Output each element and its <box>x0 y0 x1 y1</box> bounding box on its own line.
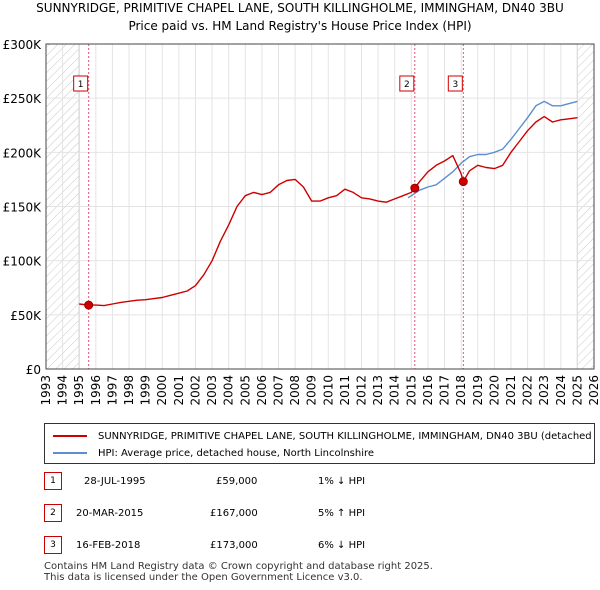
sale-number-badge: 1 <box>44 472 62 490</box>
x-tick-label: 1995 <box>72 375 86 406</box>
y-tick-label: £200K <box>3 146 43 160</box>
x-tick-label: 1994 <box>56 375 70 406</box>
series-line-hpi <box>407 100 578 199</box>
x-tick-label: 2004 <box>222 375 236 406</box>
sale-point <box>458 177 468 187</box>
x-tick-label: 1998 <box>122 375 136 406</box>
x-tick-label: 2006 <box>255 375 269 406</box>
legend-item-property: SUNNYRIDGE, PRIMITIVE CHAPEL LANE, SOUTH… <box>53 428 595 444</box>
sale-hpi-change: 5% ↑ HPI <box>318 508 366 519</box>
x-tick-label: 1999 <box>139 375 153 406</box>
sale-marker-label: 1 <box>78 80 84 90</box>
x-tick-label: 2011 <box>338 375 352 406</box>
x-tick-label: 2012 <box>355 375 369 406</box>
legend-label-property: SUNNYRIDGE, PRIMITIVE CHAPEL LANE, SOUTH… <box>98 430 595 442</box>
x-tick-label: 2010 <box>321 375 335 406</box>
sale-number-badge: 3 <box>44 536 62 554</box>
sale-point <box>410 183 420 193</box>
x-tick-label: 2023 <box>537 375 551 406</box>
x-tick-label: 1993 <box>39 375 53 406</box>
x-tick-label: 2019 <box>471 375 485 406</box>
sale-price: £167,000 <box>210 508 258 519</box>
sale-date: 20-MAR-2015 <box>76 508 144 519</box>
x-tick-label: 2024 <box>554 375 568 406</box>
x-tick-label: 2008 <box>288 375 302 406</box>
footer-attribution: Contains HM Land Registry data © Crown c… <box>44 561 433 583</box>
x-tick-label: 2001 <box>172 375 186 406</box>
sale-marker-box <box>73 75 89 92</box>
y-tick-label: £150K <box>3 201 43 215</box>
series-group <box>79 100 578 307</box>
legend-label-hpi: HPI: Average price, detached house, Nort… <box>98 447 375 459</box>
x-tick-label: 2003 <box>205 375 219 406</box>
price-chart: SUNNYRIDGE, PRIMITIVE CHAPEL LANE, SOUTH… <box>3 1 600 406</box>
sale-point <box>84 300 94 310</box>
x-tick-label: 2026 <box>587 375 600 406</box>
x-tick-label: 2016 <box>421 375 435 406</box>
x-tick-label: 2013 <box>371 375 385 406</box>
sale-marker-label: 2 <box>404 80 410 90</box>
x-tick-label: 2015 <box>404 375 418 406</box>
x-tick-label: 2022 <box>521 375 535 406</box>
x-tick-label: 2018 <box>454 375 468 406</box>
legend-swatch-hpi <box>53 452 87 454</box>
x-tick-label: 1997 <box>105 375 119 406</box>
sale-price: £173,000 <box>210 540 258 551</box>
chart-subtitle: Price paid vs. HM Land Registry's House … <box>128 19 471 33</box>
y-tick-label: £50K <box>10 309 42 323</box>
x-tick-label: 2002 <box>188 375 202 406</box>
chart-legend: SUNNYRIDGE, PRIMITIVE CHAPEL LANE, SOUTH… <box>44 423 595 464</box>
x-tick-label: 2020 <box>487 375 501 406</box>
y-tick-label: £250K <box>3 92 43 106</box>
x-tick-label: 2017 <box>438 375 452 406</box>
sale-date: 28-JUL-1995 <box>84 476 146 487</box>
y-tick-label: £300K <box>3 38 43 52</box>
x-tick-label: 2009 <box>305 375 319 406</box>
plot-border <box>45 43 595 370</box>
x-tick-label: 2000 <box>155 375 169 406</box>
x-tick-label: 2007 <box>271 375 285 406</box>
sale-hpi-change: 1% ↓ HPI <box>318 476 366 487</box>
sale-hpi-change: 6% ↓ HPI <box>318 540 366 551</box>
sale-date: 16-FEB-2018 <box>76 540 141 551</box>
footer-line-licence: This data is licensed under the Open Gov… <box>44 572 363 583</box>
sale-marker-label: 3 <box>452 80 458 90</box>
sale-marker-box <box>447 75 463 92</box>
legend-item-hpi: HPI: Average price, detached house, Nort… <box>53 445 374 461</box>
y-tick-label: £100K <box>3 255 43 269</box>
legend-swatch-property <box>53 435 87 437</box>
series-line-property <box>79 115 578 307</box>
x-tick-label: 2014 <box>388 375 402 406</box>
x-tick-label: 2021 <box>504 375 518 406</box>
sale-price: £59,000 <box>216 476 258 487</box>
x-tick-label: 1996 <box>89 375 103 406</box>
footer-line-copyright: Contains HM Land Registry data © Crown c… <box>44 561 433 572</box>
y-tick-label: £0 <box>26 363 41 377</box>
x-tick-label: 2025 <box>570 375 584 406</box>
x-tick-label: 2005 <box>238 375 252 406</box>
chart-title: SUNNYRIDGE, PRIMITIVE CHAPEL LANE, SOUTH… <box>36 1 564 15</box>
sale-number-badge: 2 <box>44 504 62 522</box>
sale-marker-box <box>399 75 415 92</box>
